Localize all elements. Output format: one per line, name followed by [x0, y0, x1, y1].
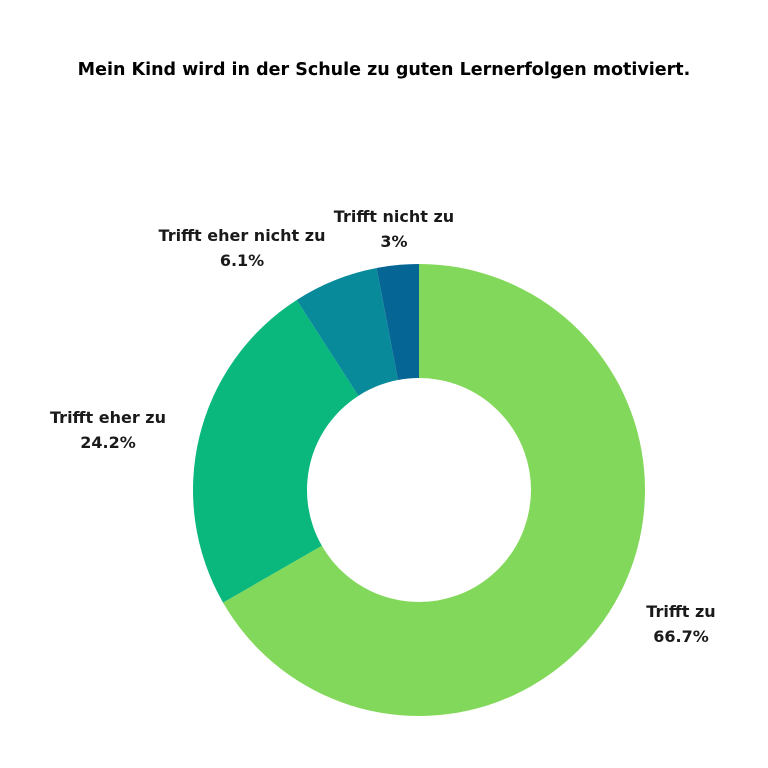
slice-label-trifft-eher-nicht-zu: Trifft eher nicht zu	[159, 226, 326, 245]
slice-trifft-zu	[223, 264, 645, 716]
slice-value-trifft-eher-zu: 24.2%	[80, 433, 136, 452]
slice-label-trifft-zu: Trifft zu	[646, 602, 715, 621]
slice-value-trifft-nicht-zu: 3%	[380, 232, 407, 251]
slice-label-trifft-nicht-zu: Trifft nicht zu	[334, 207, 454, 226]
slice-trifft-eher-zu	[192, 299, 359, 603]
chart-title: Mein Kind wird in der Schule zu guten Le…	[77, 60, 691, 80]
slice-value-trifft-eher-nicht-zu: 6.1%	[220, 251, 264, 270]
slice-value-trifft-zu: 66.7%	[653, 627, 709, 646]
slice-trifft-eher-nicht-zu	[296, 268, 399, 396]
slice-label-trifft-eher-zu: Trifft eher zu	[50, 408, 166, 427]
slice-trifft-nicht-zu	[376, 264, 419, 380]
